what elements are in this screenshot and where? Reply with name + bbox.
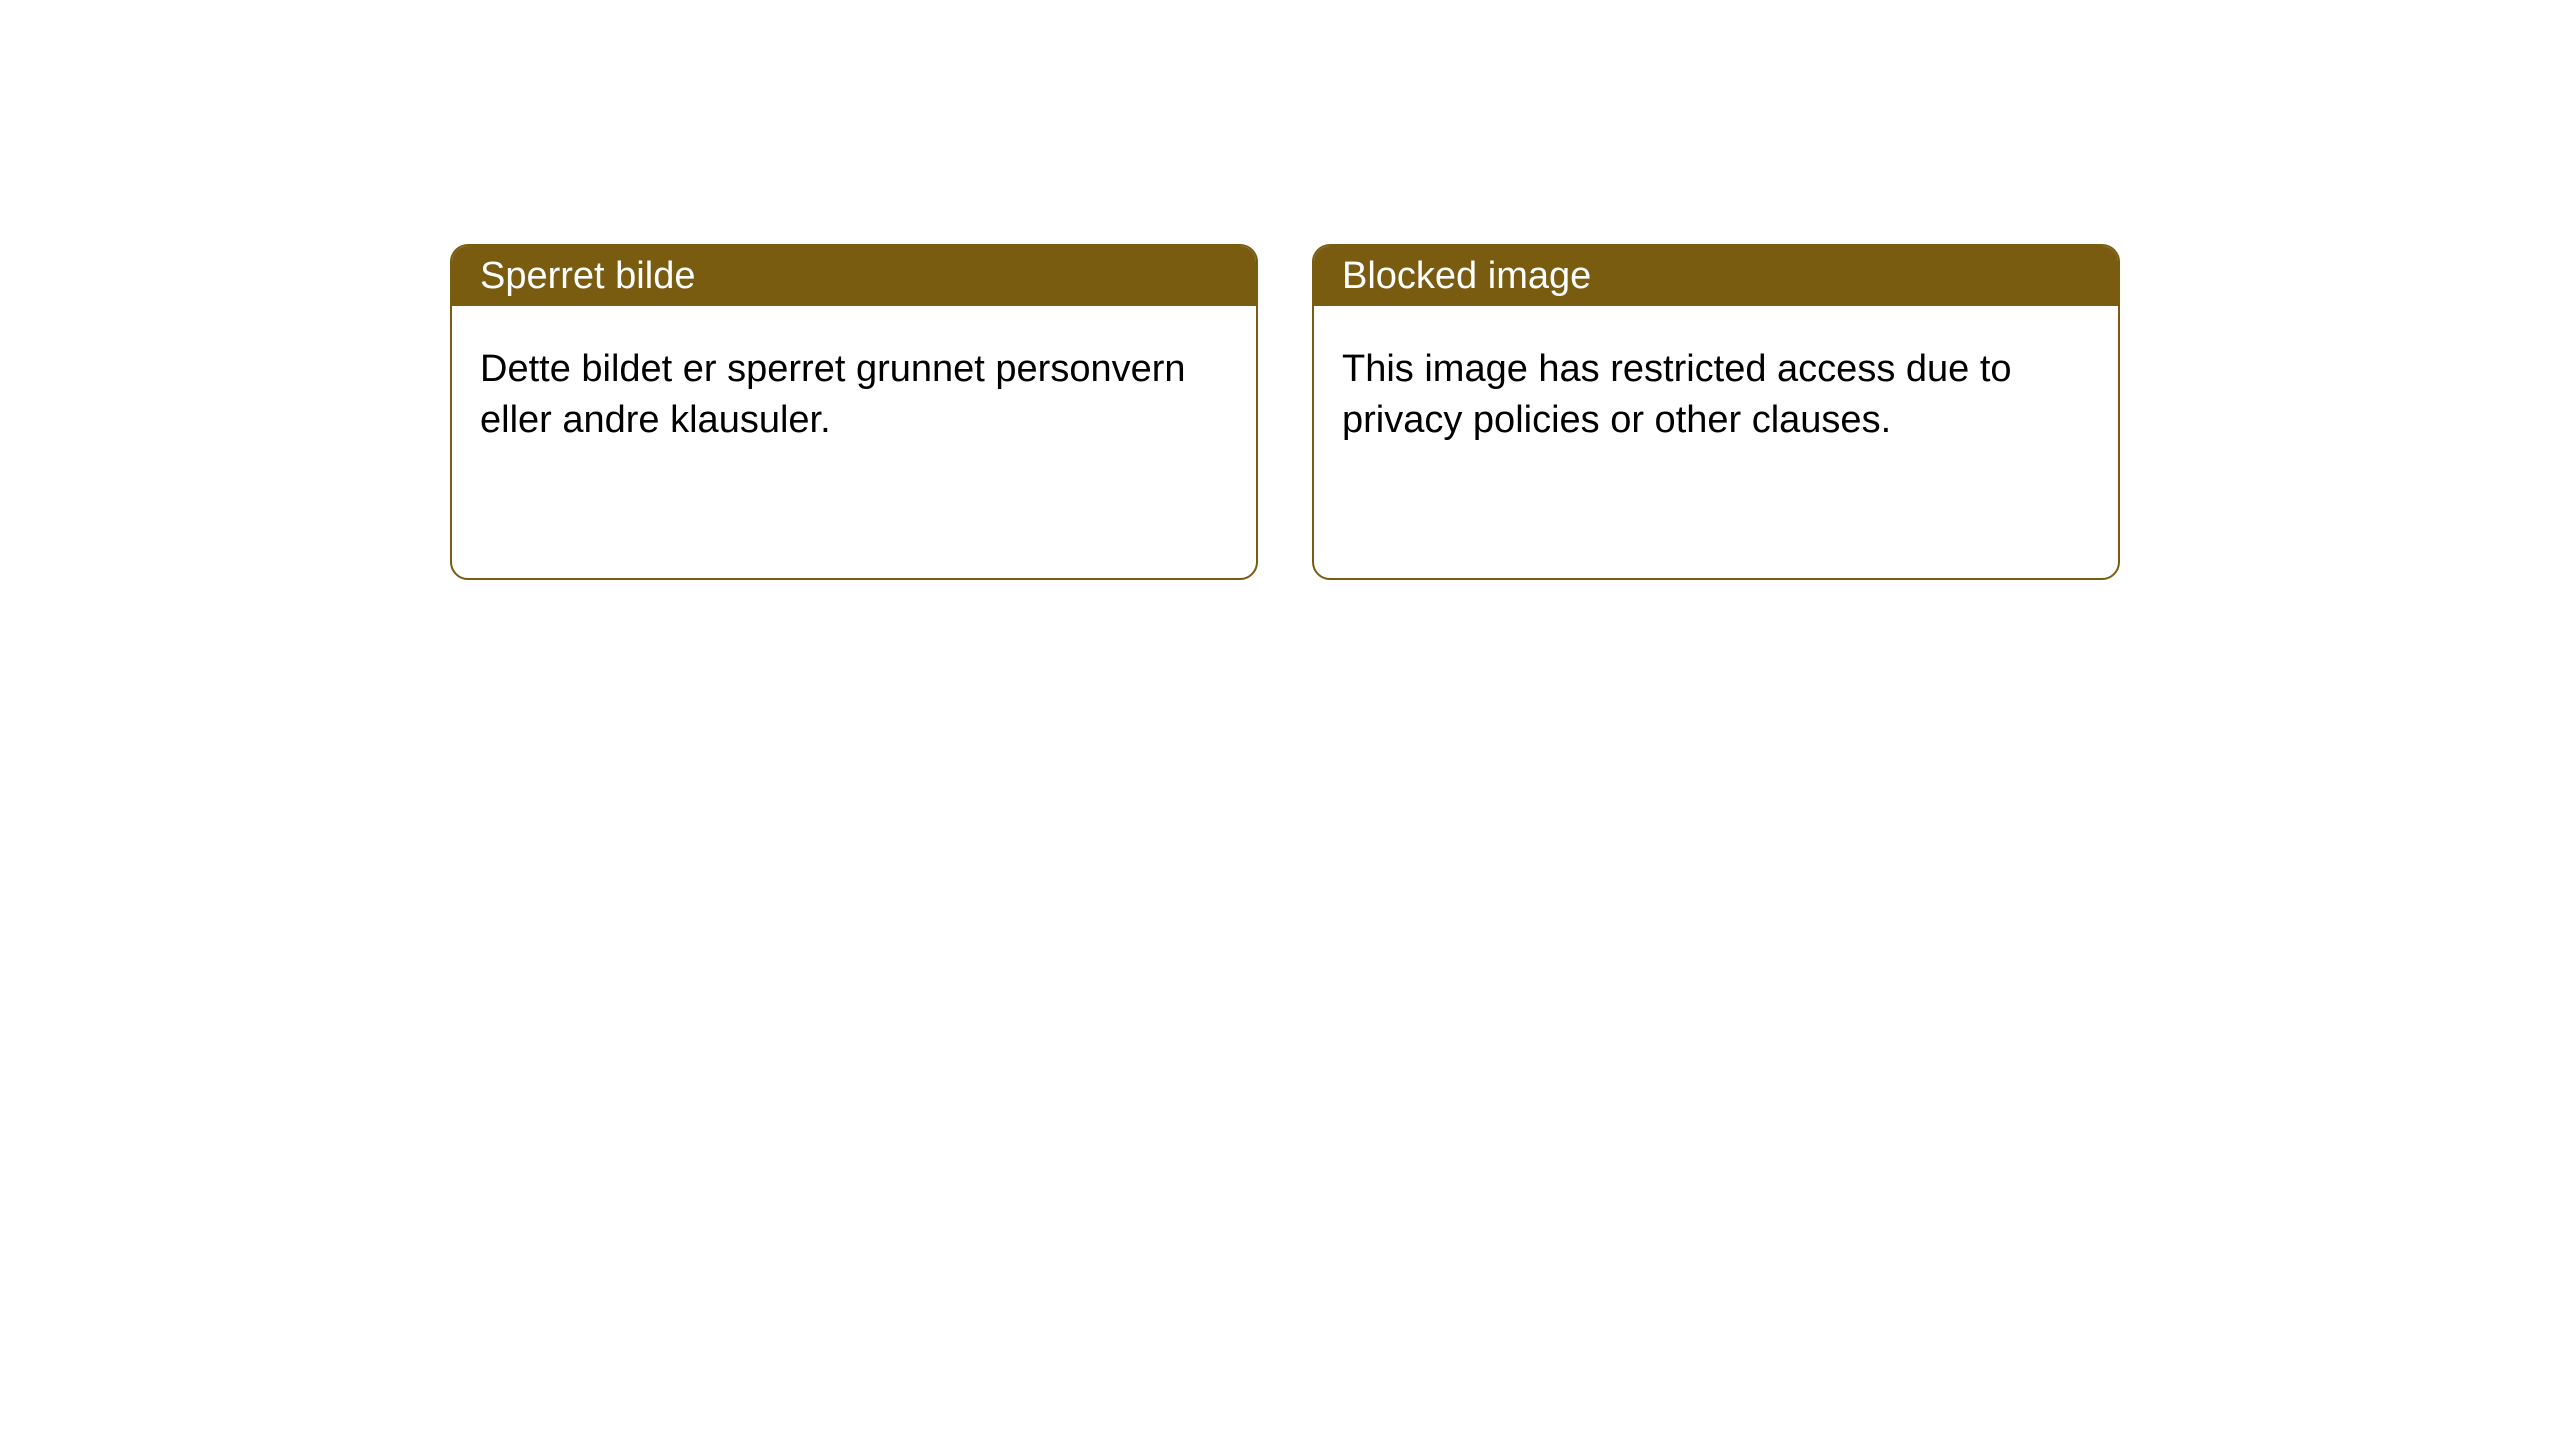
card-header: Sperret bilde — [452, 246, 1256, 306]
notice-cards-container: Sperret bilde Dette bildet er sperret gr… — [0, 0, 2560, 580]
card-body: Dette bildet er sperret grunnet personve… — [452, 306, 1256, 485]
card-body-text: This image has restricted access due to … — [1342, 348, 2012, 441]
card-body-text: Dette bildet er sperret grunnet personve… — [480, 348, 1186, 441]
card-header: Blocked image — [1314, 246, 2118, 306]
notice-card-english: Blocked image This image has restricted … — [1312, 244, 2120, 580]
card-body: This image has restricted access due to … — [1314, 306, 2118, 485]
notice-card-norwegian: Sperret bilde Dette bildet er sperret gr… — [450, 244, 1258, 580]
card-header-text: Sperret bilde — [480, 255, 695, 298]
card-header-text: Blocked image — [1342, 255, 1591, 298]
